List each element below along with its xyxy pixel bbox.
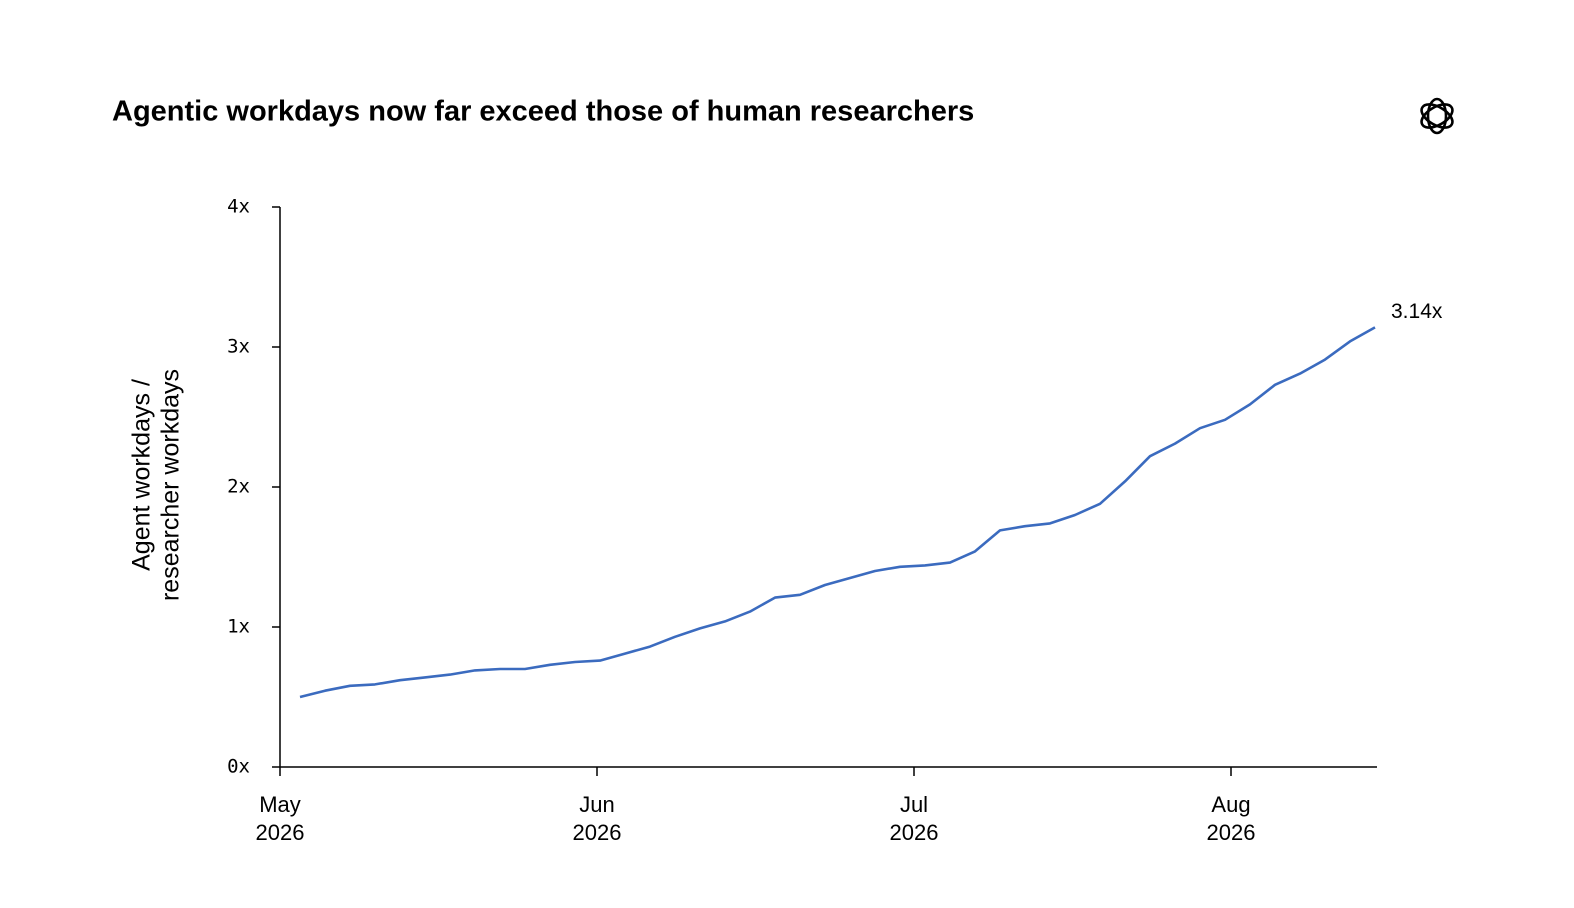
y-tick-label: 3x	[227, 336, 250, 358]
x-tick-label: 2026	[1207, 820, 1256, 845]
x-tick-label: 2026	[573, 820, 622, 845]
x-tick-label: Aug	[1211, 792, 1250, 817]
end-label: 3.14x	[1391, 300, 1443, 323]
y-tick-label: 4x	[227, 196, 250, 218]
y-tick-label: 1x	[227, 616, 250, 638]
data-line	[299, 326, 1376, 699]
x-tick-label: May	[259, 792, 301, 817]
y-tick-label: 2x	[227, 476, 250, 498]
x-tick-label: 2026	[890, 820, 939, 845]
x-tick-label: Jul	[900, 792, 928, 817]
y-axis-label: Agent workdays /	[128, 379, 156, 571]
y-axis-label: researcher workdays	[157, 369, 185, 601]
chart-title: Agentic workdays now far exceed those of…	[112, 96, 974, 128]
x-tick-label: 2026	[256, 820, 305, 845]
y-tick-label: 0x	[227, 756, 250, 778]
x-tick-label: Jun	[579, 792, 614, 817]
logo	[1420, 97, 1454, 135]
